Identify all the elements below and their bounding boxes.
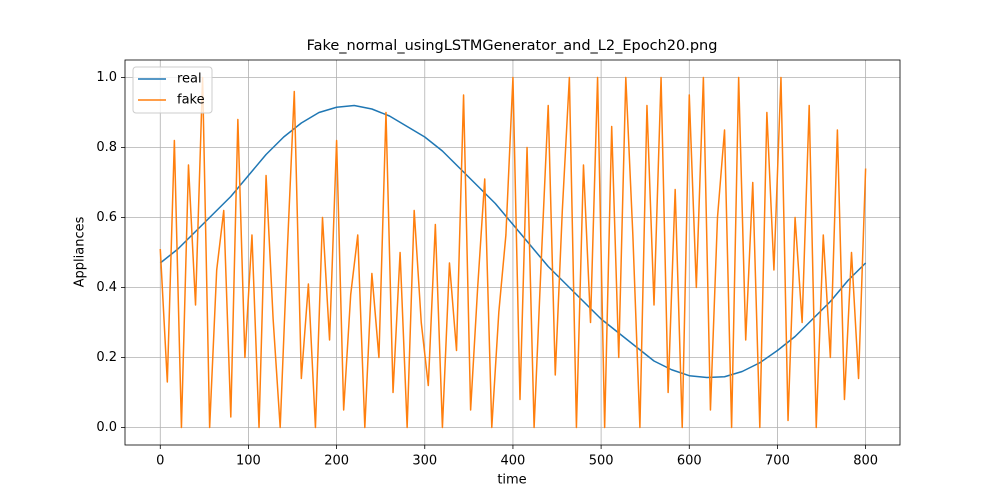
plot-frame <box>124 59 901 446</box>
x-tick-label: 100 <box>236 454 261 469</box>
x-tick-label: 200 <box>324 454 349 469</box>
series-line <box>159 76 867 429</box>
y-tick-label: 0.0 <box>96 420 117 435</box>
x-tick-label: 800 <box>853 454 878 469</box>
y-axis-label: Appliances <box>73 216 88 287</box>
x-tick-label: 600 <box>677 454 702 469</box>
x-axis-label: time <box>497 473 526 488</box>
x-tick-label: 300 <box>412 454 437 469</box>
x-tick-label: 0 <box>156 454 164 469</box>
y-tick-label: 0.6 <box>96 210 117 225</box>
x-tick-label: 700 <box>765 454 790 469</box>
legend-label: real <box>177 72 202 87</box>
chart-title: Fake_normal_usingLSTMGenerator_and_L2_Ep… <box>307 38 718 54</box>
y-tick-label: 1.0 <box>96 70 117 85</box>
x-tick-label: 500 <box>589 454 614 469</box>
legend-label: fake <box>177 93 205 108</box>
y-tick-label: 0.8 <box>96 140 117 155</box>
x-tick-label: 400 <box>501 454 526 469</box>
y-tick-label: 0.4 <box>96 280 117 295</box>
series-line <box>159 104 867 379</box>
y-tick-label: 0.2 <box>96 350 117 365</box>
